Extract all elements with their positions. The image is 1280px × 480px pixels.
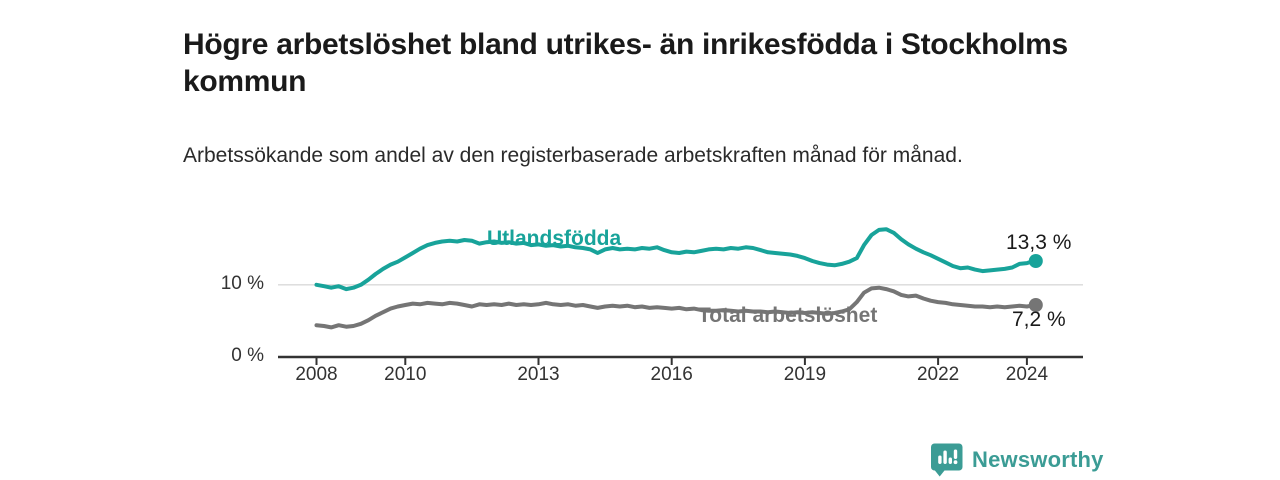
end-value-label-utlandsfodda: 13,3 % (1006, 231, 1072, 254)
y-axis-label-10: 10 % (220, 273, 264, 294)
series-label-total-arbetsloshet: Total arbetslöshet (698, 304, 878, 327)
x-axis-tick-label: 2022 (916, 364, 960, 385)
newsworthy-logo-icon (931, 443, 963, 477)
end-dot-series-0 (1028, 254, 1043, 268)
newsworthy-brand-text: Newsworthy (972, 447, 1104, 472)
end-dot-series-1 (1028, 298, 1043, 312)
x-axis-tick-label: 2010 (384, 364, 427, 385)
line-series-0 (314, 227, 1038, 292)
chart-subtitle: Arbetssökande som andel av den registerb… (183, 144, 963, 167)
x-axis-tick-label: 2013 (517, 364, 560, 385)
x-axis-tick-label: 2024 (1005, 364, 1049, 385)
y-axis-label-0: 0 % (231, 345, 264, 366)
x-axis-tick-label: 2016 (650, 364, 693, 385)
end-value-label-total: 7,2 % (1012, 308, 1066, 331)
page-title: Högre arbetslöshet bland utrikes- än inr… (183, 28, 1068, 99)
newsworthy-brand: Newsworthy (931, 443, 1104, 477)
line-series-1 (314, 285, 1038, 330)
series-label-utlandsfodda: Utlandsfödda (487, 227, 622, 250)
x-axis-tick-label: 2019 (783, 364, 827, 385)
x-axis-tick-label: 2008 (295, 364, 338, 385)
